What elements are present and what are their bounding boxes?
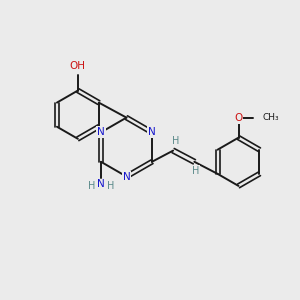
Text: H: H xyxy=(88,181,95,191)
Text: N: N xyxy=(123,172,130,182)
Text: H: H xyxy=(107,181,114,191)
Text: N: N xyxy=(148,127,156,137)
Text: O: O xyxy=(234,113,243,123)
Text: H: H xyxy=(172,136,179,146)
Text: N: N xyxy=(97,127,105,137)
Text: H: H xyxy=(192,166,200,176)
Text: CH₃: CH₃ xyxy=(263,113,280,122)
Text: OH: OH xyxy=(70,61,86,71)
Text: N: N xyxy=(97,179,105,190)
